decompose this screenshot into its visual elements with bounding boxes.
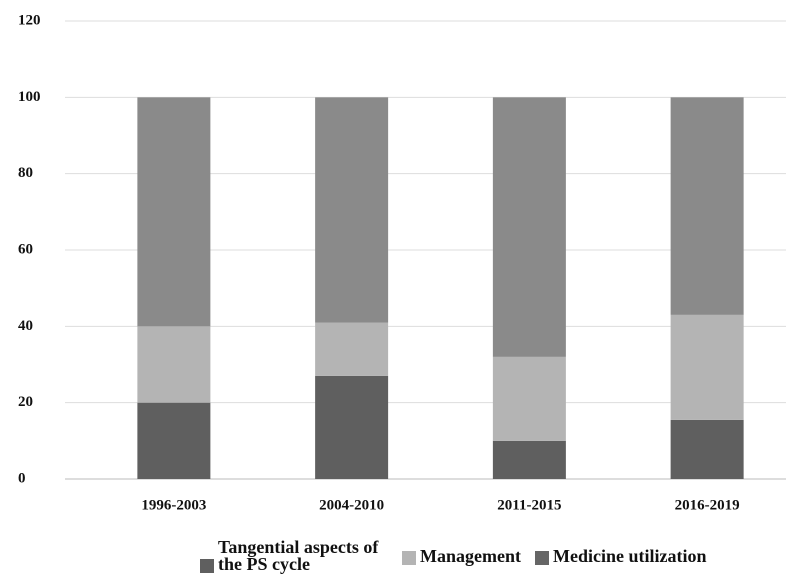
x-tick-label: 2016-2019 — [675, 497, 740, 513]
bar-segment — [137, 402, 211, 479]
bar-segment — [492, 97, 566, 357]
bar-segment — [670, 97, 744, 315]
legend: Tangential aspects of the PS cycle Manage… — [200, 537, 707, 574]
bar-segment — [670, 419, 744, 479]
bar-segment — [315, 375, 389, 479]
y-tick-label: 120 — [18, 12, 41, 28]
legend-label: Tangential aspects of the PS cycle — [218, 537, 379, 574]
bar-segment — [670, 314, 744, 420]
chart: 0 20 40 60 80 100 120 1996-2003 2004-2010 2011-20… — [18, 12, 786, 513]
y-tick-label: 40 — [18, 318, 33, 334]
bar-segment — [492, 356, 566, 441]
bar-segment — [315, 322, 389, 376]
y-tick-label: 0 — [18, 470, 26, 486]
legend-label: Medicine utilization — [552, 545, 707, 566]
y-tick-label: 20 — [18, 394, 33, 410]
y-tick-label: 80 — [18, 165, 33, 181]
x-tick-label: 1996-2003 — [141, 497, 206, 513]
legend-swatch — [402, 550, 416, 565]
bar-segment — [137, 326, 211, 403]
y-tick-label: 60 — [18, 241, 33, 257]
legend-item: Management — [402, 545, 521, 566]
legend-swatch — [534, 550, 549, 565]
bar-segment — [137, 97, 211, 327]
x-tick-label: 2004-2010 — [319, 497, 384, 513]
bar-segment — [315, 97, 389, 323]
legend-item: Medicine utilization — [534, 545, 707, 566]
y-tick-label: 100 — [18, 89, 41, 105]
x-tick-label: 2011-2015 — [497, 497, 561, 513]
legend-swatch — [200, 559, 214, 573]
legend-label: Management — [420, 545, 521, 566]
legend-item: Tangential aspects of the PS cycle — [200, 537, 388, 574]
bar-segment — [492, 440, 566, 479]
